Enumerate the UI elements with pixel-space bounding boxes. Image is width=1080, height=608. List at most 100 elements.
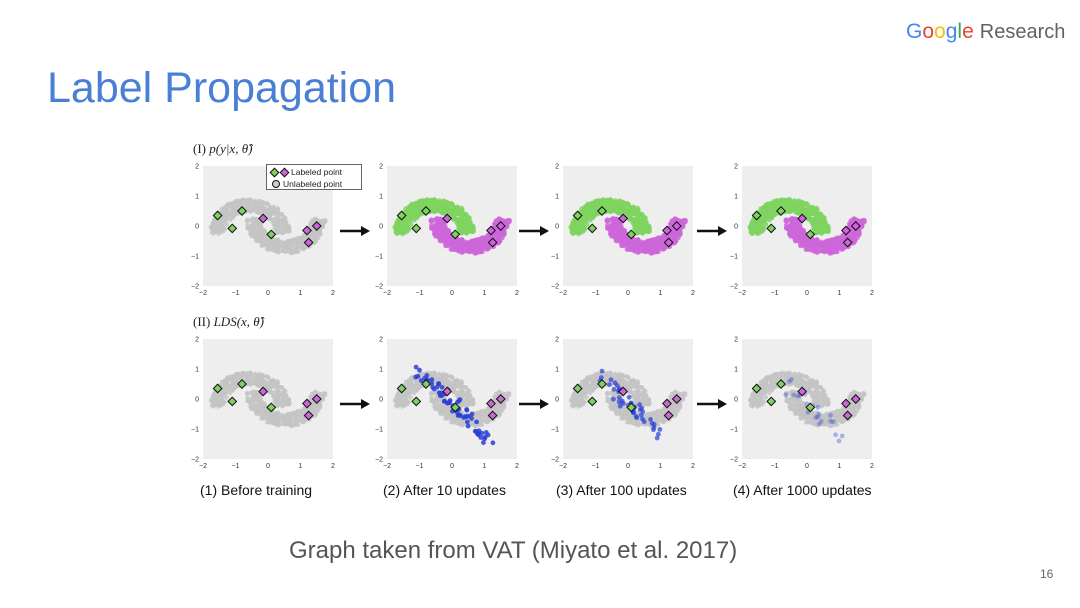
unlabeled-point [257,375,262,381]
green-point [790,207,797,213]
green-point [770,207,776,213]
unlabeled-point [220,209,225,215]
magenta-point [851,216,857,222]
unlabeled-point [245,222,250,228]
unlabeled-point [213,401,218,406]
green-point [429,197,435,203]
lds-point [461,415,467,420]
magenta-point [823,242,829,248]
unlabeled-point [395,391,401,396]
lds-point [617,403,623,409]
unlabeled-point [626,420,631,425]
lds-point [608,377,614,383]
green-point [457,229,463,235]
unlabeled-point [261,241,267,246]
unlabeled-point [609,403,615,409]
x-tick-label: −2 [738,290,746,297]
magenta-point [467,248,474,254]
magenta-labeled-point [302,225,312,236]
y-tick-label: 0 [195,397,199,404]
unlabeled-point [252,234,258,240]
unlabeled-point [280,392,285,397]
magenta-labeled-point [495,221,506,231]
green-point [415,207,421,213]
y-tick-label: −2 [191,284,199,291]
magenta-point [429,222,435,228]
unlabeled-point [406,389,411,394]
unlabeled-point [248,391,253,396]
green-point [447,201,453,207]
unlabeled-point [312,389,318,395]
lds-point [431,386,437,392]
unlabeled-point [263,201,269,207]
unlabeled-point [245,371,250,376]
unlabeled-point [278,414,283,419]
y-tick-label: −1 [375,427,383,434]
green-point [589,200,595,206]
unlabeled-point [445,410,451,415]
x-tick-label: −2 [559,463,567,470]
unlabeled-point [654,415,659,421]
unlabeled-point [261,410,267,415]
lds-point [611,396,616,402]
green-point [411,217,417,223]
green-point [819,230,825,236]
unlabeled-point [589,374,595,379]
unlabeled-point [272,384,277,389]
y-tick-label: −1 [551,254,559,261]
magenta-point [673,237,679,243]
unlabeled-point [294,415,299,421]
unlabeled-point [225,378,230,383]
x-tick-label: 2 [515,463,519,470]
unlabeled-point [256,238,262,243]
unlabeled-point [475,410,480,415]
lds-point [465,423,471,429]
green-point [403,209,409,215]
lds-point [626,394,632,400]
y-tick-label: −2 [551,457,559,464]
y-tick-label: −1 [730,254,738,261]
green-point [469,227,475,233]
x-tick-label: −1 [416,290,424,297]
unlabeled-point [464,392,469,397]
unlabeled-point [582,389,587,394]
y-tick-label: 0 [379,224,383,231]
magenta-point [455,241,461,247]
y-tick-label: −1 [191,254,199,261]
unlabeled-point [616,411,621,416]
green-point [460,222,466,228]
green-point [636,222,642,228]
row-label-1: (I) p(y|x, θ̂) [193,141,253,156]
unlabeled-point [258,223,264,228]
magenta-point [643,248,650,254]
unlabeled-point [448,374,453,379]
green-point [395,218,401,224]
unlabeled-point [218,219,224,225]
unlabeled-point [276,244,281,250]
magenta-point [459,237,465,243]
lds-point [648,417,653,422]
magenta-point [482,239,488,245]
green-labeled-point [450,229,461,240]
unlabeled-point [617,375,622,381]
lds-point [447,399,452,405]
x-tick-label: 1 [483,290,487,297]
research-wordmark: Research [979,21,1066,43]
y-tick-label: 1 [379,367,383,374]
green-labeled-point [237,206,247,216]
unlabeled-point [213,228,218,233]
unlabeled-point [211,391,217,396]
unlabeled-point [460,389,465,394]
unlabeled-point [580,382,585,388]
y-tick-label: 2 [734,164,738,171]
unlabeled-point [312,228,317,234]
lds-point [490,440,496,446]
y-tick-label: 0 [555,397,559,404]
green-point [427,203,433,209]
unlabeled-point [248,217,253,223]
green-labeled-point [227,223,238,234]
magenta-point [496,216,502,222]
green-point [641,214,647,220]
green-point [587,210,593,217]
green-point [585,204,591,210]
